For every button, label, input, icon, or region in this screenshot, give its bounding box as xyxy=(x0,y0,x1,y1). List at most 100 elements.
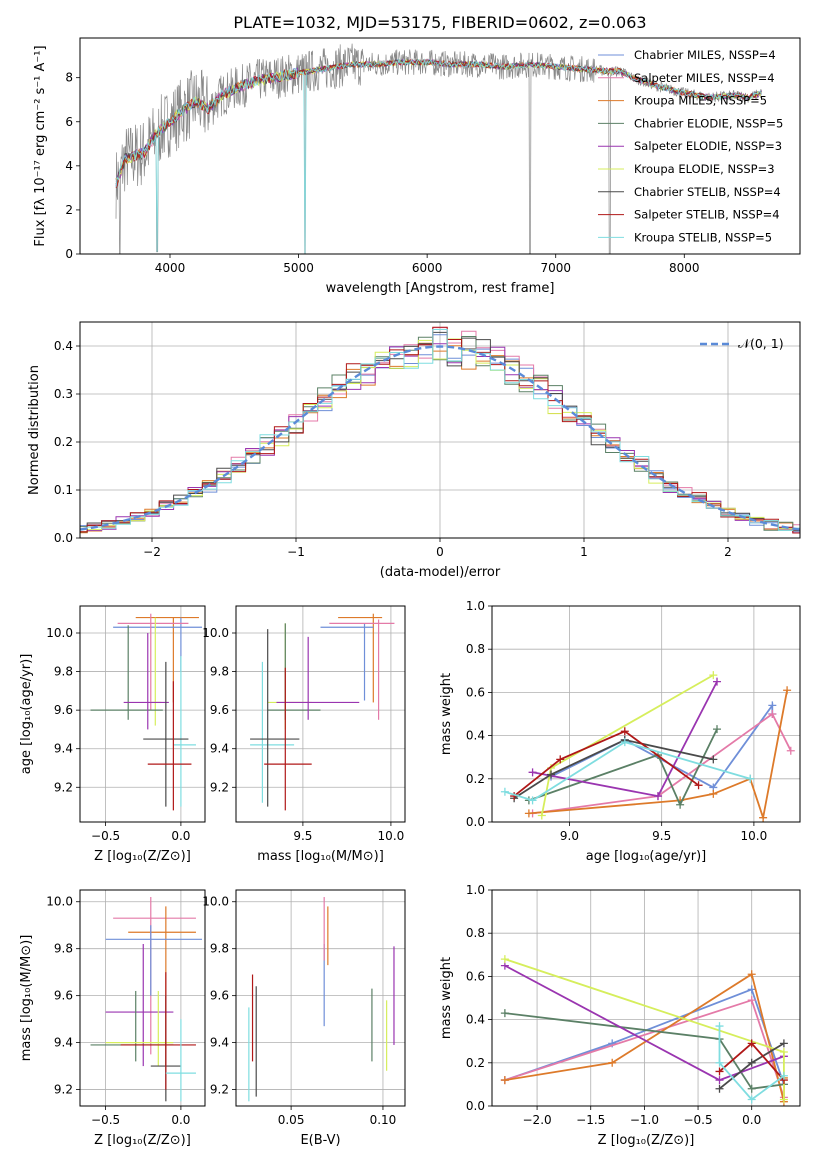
y-tick-label: 1.0 xyxy=(466,599,485,613)
x-tick-label: −2.0 xyxy=(523,1113,552,1127)
axes-frame xyxy=(79,605,206,823)
axes-frame xyxy=(491,889,801,1107)
y-tick-label: 9.8 xyxy=(54,942,73,956)
x-tick-label: 0.0 xyxy=(742,1113,761,1127)
axes-frame xyxy=(235,605,406,823)
weight-marker xyxy=(779,1095,788,1104)
weight-marker xyxy=(768,710,777,718)
weight-line-salpeter_miles xyxy=(532,712,792,815)
weight-marker xyxy=(715,1022,724,1031)
x-tick-label: −1 xyxy=(287,545,305,559)
x-tick-label: 0.0 xyxy=(171,1113,190,1127)
y-tick-label: 2 xyxy=(65,203,73,217)
y-tick-label: 0.0 xyxy=(54,531,73,545)
weight-marker xyxy=(779,1071,788,1080)
y-tick-label: 9.2 xyxy=(210,780,229,794)
x-tick-label: 0.0 xyxy=(171,829,190,843)
weight-marker xyxy=(676,800,685,809)
y-tick-label: 0.4 xyxy=(466,729,485,743)
x-tick-label: −2 xyxy=(143,545,161,559)
weight-marker xyxy=(768,701,777,710)
y-tick-label: 9.6 xyxy=(210,703,229,717)
x-axis-label: age [log₁₀(age/yr)] xyxy=(586,849,707,864)
y-tick-label: 0.6 xyxy=(466,969,485,983)
normal-curve xyxy=(80,345,800,531)
residual-legend: 𝒩(0, 1) xyxy=(700,336,784,351)
y-tick-label: 0.6 xyxy=(466,685,485,699)
x-tick-label: −0.5 xyxy=(91,1113,120,1127)
weight-marker xyxy=(608,1058,617,1067)
plot-area xyxy=(90,897,202,1102)
y-tick-label: 10.0 xyxy=(202,895,229,909)
y-tick-label: 10.0 xyxy=(202,626,229,640)
y-tick-label: 0.2 xyxy=(54,435,73,449)
panel-mass_vs_z: −0.5 0.0 9.2 9.4 9.6 9.8 10.0 Z [log₁₀(Z/Z⊙)] ma… xyxy=(19,889,206,1148)
residual-histogram-chabrier_stelib xyxy=(80,331,800,533)
weight-line-chabrier_elodie xyxy=(528,728,718,807)
weight-marker xyxy=(747,1095,756,1104)
y-axis-label: mass weight xyxy=(439,673,454,755)
weight-marker xyxy=(556,755,565,764)
legend-entry: Salpeter ELODIE, NSSP=3 xyxy=(634,139,782,153)
panel-age_vs_z: −0.5 0.0 9.2 9.4 9.6 9.8 10.0 Z [log₁₀(Z/Z⊙)] ag… xyxy=(19,605,206,864)
weight-marker xyxy=(747,985,756,994)
weight-marker xyxy=(715,1084,724,1093)
y-tick-label: 9.6 xyxy=(54,989,73,1003)
x-tick-label: 9.0 xyxy=(560,829,579,843)
y-tick-label: 9.2 xyxy=(210,1083,229,1097)
y-tick-label: 6 xyxy=(65,115,73,129)
weight-marker xyxy=(713,677,722,686)
plot-area xyxy=(500,671,795,822)
panel-weight_vs_z: −2.0 −1.5 −1.0 −0.5 0.0 0.0 0.2 0.4 0.6 0.8 1.0 Z [… xyxy=(439,883,801,1148)
y-tick-label: 0.8 xyxy=(466,642,485,656)
panel-age_vs_mass: 9.5 10.0 9.2 9.4 9.6 9.8 10.0 mass [log₁₀(M/M⊙)… xyxy=(202,605,406,864)
x-tick-label: 6000 xyxy=(412,261,443,275)
legend-entry: Chabrier STELIB, NSSP=4 xyxy=(634,185,781,199)
plot-area xyxy=(115,43,762,254)
x-tick-label: 0.10 xyxy=(370,1113,397,1127)
y-tick-label: 0.3 xyxy=(54,387,73,401)
y-tick-label: 9.4 xyxy=(54,1036,73,1050)
axes-frame xyxy=(79,321,801,539)
y-axis-label: mass weight xyxy=(439,957,454,1039)
weight-marker xyxy=(500,955,509,964)
weight-line-kroupa_stelib xyxy=(718,1026,785,1101)
x-tick-label: −0.5 xyxy=(683,1113,712,1127)
legend-entry: Chabrier ELODIE, NSSP=5 xyxy=(634,116,783,130)
x-axis-label: Z [log₁₀(Z/Z⊙)] xyxy=(94,849,191,864)
weight-line-kroupa_miles xyxy=(528,690,788,822)
plot-area xyxy=(250,613,395,811)
weight-line-kroupa_elodie xyxy=(540,674,714,816)
weight-marker xyxy=(524,809,533,818)
weight-marker xyxy=(500,1009,509,1018)
weight-marker xyxy=(709,671,718,680)
y-tick-label: 9.6 xyxy=(54,703,73,717)
grid xyxy=(236,606,405,822)
y-tick-label: 10.0 xyxy=(46,626,73,640)
y-axis-label: Normed distribution xyxy=(27,365,42,495)
x-tick-label: −1.5 xyxy=(576,1113,605,1127)
y-tick-label: 1.0 xyxy=(466,883,485,897)
axes-frame xyxy=(491,605,801,823)
weight-line-salpeter_stelib xyxy=(513,730,700,797)
y-tick-label: 0.2 xyxy=(466,1056,485,1070)
x-axis-label: wavelength [Angstrom, rest frame] xyxy=(326,281,555,296)
y-tick-label: 9.8 xyxy=(54,665,73,679)
y-tick-label: 0 xyxy=(65,247,73,261)
weight-marker xyxy=(528,796,537,805)
y-tick-label: 0.1 xyxy=(54,483,73,497)
y-axis-label: mass [log₁₀(M/M⊙)] xyxy=(19,935,34,1062)
x-tick-label: 8000 xyxy=(669,261,700,275)
x-tick-label: 0 xyxy=(436,545,444,559)
grid xyxy=(236,890,405,1106)
weight-marker xyxy=(694,781,703,790)
y-tick-label: 9.4 xyxy=(210,742,229,756)
y-tick-label: 0.2 xyxy=(466,772,485,786)
y-tick-label: 8 xyxy=(65,71,73,85)
weight-marker xyxy=(547,770,556,779)
figure-title: PLATE=1032, MJD=53175, FIBERID=0602, z=0… xyxy=(233,13,646,32)
y-tick-label: 9.8 xyxy=(210,665,229,679)
panel-weight_vs_age: 9.0 9.5 10.0 0.0 0.2 0.4 0.6 0.8 1.0 age [log₁₀(a… xyxy=(439,599,801,864)
x-axis-label: (data-model)/error xyxy=(380,565,501,580)
